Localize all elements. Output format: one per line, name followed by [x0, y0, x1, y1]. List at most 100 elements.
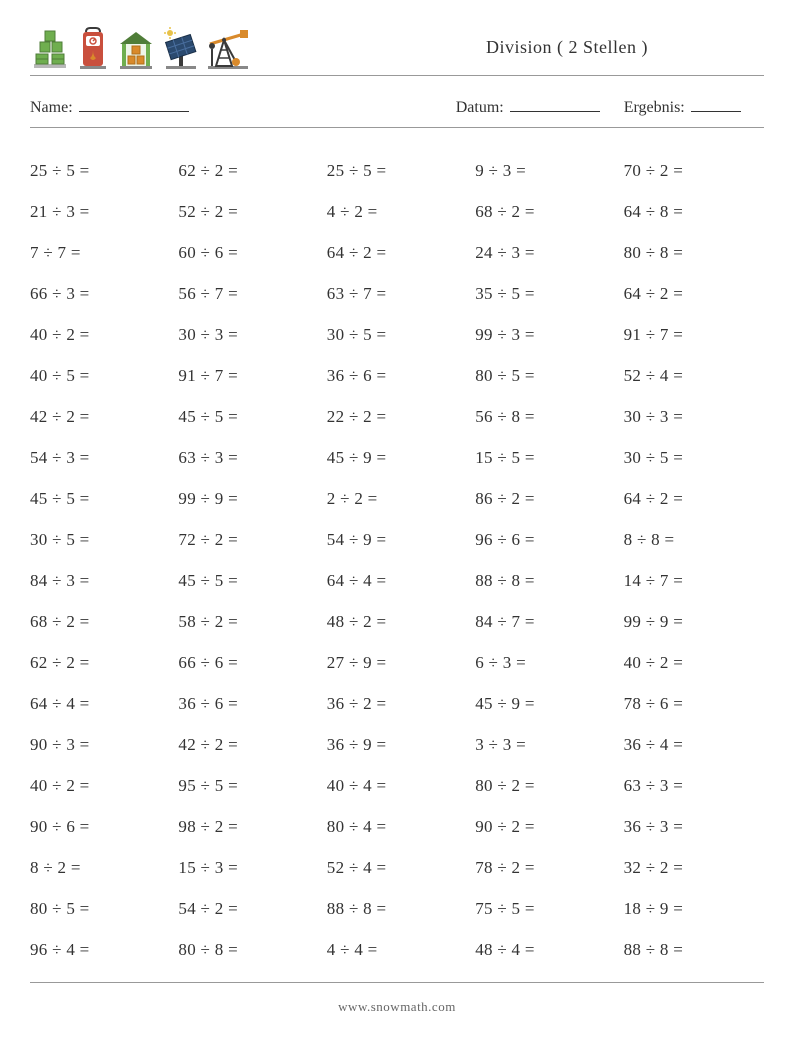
problem-cell: 4 ÷ 4 =	[327, 929, 467, 970]
footer: www.snowmath.com	[30, 983, 764, 1015]
problem-cell: 90 ÷ 6 =	[30, 806, 170, 847]
problem-cell: 21 ÷ 3 =	[30, 191, 170, 232]
problem-cell: 88 ÷ 8 =	[327, 888, 467, 929]
problem-cell: 15 ÷ 5 =	[475, 437, 615, 478]
problem-cell: 54 ÷ 9 =	[327, 519, 467, 560]
problem-cell: 32 ÷ 2 =	[624, 847, 764, 888]
meta-row: Name: Datum: Ergebnis:	[30, 84, 764, 128]
problem-cell: 66 ÷ 6 =	[178, 642, 318, 683]
date-blank[interactable]	[510, 98, 600, 112]
problem-cell: 22 ÷ 2 =	[327, 396, 467, 437]
problem-cell: 90 ÷ 3 =	[30, 724, 170, 765]
problem-cell: 45 ÷ 5 =	[178, 560, 318, 601]
problem-cell: 48 ÷ 4 =	[475, 929, 615, 970]
problem-cell: 54 ÷ 2 =	[178, 888, 318, 929]
problem-cell: 58 ÷ 2 =	[178, 601, 318, 642]
problem-cell: 36 ÷ 9 =	[327, 724, 467, 765]
problem-cell: 2 ÷ 2 =	[327, 478, 467, 519]
problem-cell: 64 ÷ 8 =	[624, 191, 764, 232]
problem-cell: 18 ÷ 9 =	[624, 888, 764, 929]
name-label: Name:	[30, 99, 73, 116]
problem-cell: 63 ÷ 7 =	[327, 273, 467, 314]
problem-cell: 62 ÷ 2 =	[30, 642, 170, 683]
problem-cell: 45 ÷ 9 =	[327, 437, 467, 478]
problem-cell: 68 ÷ 2 =	[30, 601, 170, 642]
result-label: Ergebnis:	[624, 99, 685, 116]
problem-cell: 42 ÷ 2 =	[178, 724, 318, 765]
problem-cell: 6 ÷ 3 =	[475, 642, 615, 683]
problem-cell: 25 ÷ 5 =	[327, 150, 467, 191]
problem-cell: 4 ÷ 2 =	[327, 191, 467, 232]
name-blank[interactable]	[79, 98, 189, 112]
problem-cell: 36 ÷ 6 =	[178, 683, 318, 724]
problem-cell: 84 ÷ 3 =	[30, 560, 170, 601]
header-icons	[30, 26, 250, 70]
problem-cell: 64 ÷ 2 =	[624, 478, 764, 519]
problem-cell: 91 ÷ 7 =	[624, 314, 764, 355]
problem-cell: 45 ÷ 9 =	[475, 683, 615, 724]
problem-cell: 8 ÷ 8 =	[624, 519, 764, 560]
problem-cell: 9 ÷ 3 =	[475, 150, 615, 191]
problem-cell: 88 ÷ 8 =	[475, 560, 615, 601]
problem-cell: 52 ÷ 4 =	[327, 847, 467, 888]
header: Division ( 2 Stellen )	[30, 20, 764, 76]
problem-cell: 70 ÷ 2 =	[624, 150, 764, 191]
problem-cell: 99 ÷ 9 =	[624, 601, 764, 642]
problem-cell: 64 ÷ 2 =	[624, 273, 764, 314]
problem-cell: 30 ÷ 5 =	[30, 519, 170, 560]
problem-cell: 45 ÷ 5 =	[30, 478, 170, 519]
problem-cell: 25 ÷ 5 =	[30, 150, 170, 191]
problem-cell: 56 ÷ 8 =	[475, 396, 615, 437]
problem-cell: 40 ÷ 2 =	[624, 642, 764, 683]
problem-cell: 36 ÷ 2 =	[327, 683, 467, 724]
problem-cell: 64 ÷ 4 =	[30, 683, 170, 724]
problem-cell: 24 ÷ 3 =	[475, 232, 615, 273]
problem-cell: 80 ÷ 2 =	[475, 765, 615, 806]
problem-cell: 54 ÷ 3 =	[30, 437, 170, 478]
problem-cell: 40 ÷ 5 =	[30, 355, 170, 396]
problem-cell: 96 ÷ 6 =	[475, 519, 615, 560]
problem-cell: 66 ÷ 3 =	[30, 273, 170, 314]
solar-panel-icon	[162, 26, 200, 70]
page-title: Division ( 2 Stellen )	[250, 37, 764, 58]
problem-cell: 56 ÷ 7 =	[178, 273, 318, 314]
problem-cell: 60 ÷ 6 =	[178, 232, 318, 273]
problem-cell: 8 ÷ 2 =	[30, 847, 170, 888]
problem-cell: 48 ÷ 2 =	[327, 601, 467, 642]
problem-cell: 7 ÷ 7 =	[30, 232, 170, 273]
problem-cell: 78 ÷ 6 =	[624, 683, 764, 724]
problem-cell: 30 ÷ 5 =	[327, 314, 467, 355]
date-label: Datum:	[456, 99, 504, 116]
problem-cell: 63 ÷ 3 =	[178, 437, 318, 478]
problem-cell: 80 ÷ 8 =	[178, 929, 318, 970]
problem-cell: 40 ÷ 2 =	[30, 765, 170, 806]
problem-cell: 30 ÷ 3 =	[178, 314, 318, 355]
problem-cell: 78 ÷ 2 =	[475, 847, 615, 888]
problem-cell: 45 ÷ 5 =	[178, 396, 318, 437]
problem-cell: 36 ÷ 6 =	[327, 355, 467, 396]
problem-cell: 36 ÷ 3 =	[624, 806, 764, 847]
problem-cell: 84 ÷ 7 =	[475, 601, 615, 642]
result-blank[interactable]	[691, 98, 741, 112]
problem-cell: 62 ÷ 2 =	[178, 150, 318, 191]
problem-cell: 80 ÷ 8 =	[624, 232, 764, 273]
problem-cell: 91 ÷ 7 =	[178, 355, 318, 396]
problem-cell: 52 ÷ 2 =	[178, 191, 318, 232]
problem-cell: 30 ÷ 5 =	[624, 437, 764, 478]
problem-cell: 80 ÷ 5 =	[30, 888, 170, 929]
problem-cell: 80 ÷ 5 =	[475, 355, 615, 396]
problem-cell: 72 ÷ 2 =	[178, 519, 318, 560]
problem-cell: 88 ÷ 8 =	[624, 929, 764, 970]
problem-cell: 99 ÷ 3 =	[475, 314, 615, 355]
problem-cell: 99 ÷ 9 =	[178, 478, 318, 519]
problem-cell: 30 ÷ 3 =	[624, 396, 764, 437]
problem-cell: 86 ÷ 2 =	[475, 478, 615, 519]
fuel-pump-icon	[76, 26, 110, 70]
problem-cell: 36 ÷ 4 =	[624, 724, 764, 765]
warehouse-icon	[116, 26, 156, 70]
problem-cell: 80 ÷ 4 =	[327, 806, 467, 847]
problem-cell: 27 ÷ 9 =	[327, 642, 467, 683]
pumpjack-icon	[206, 26, 250, 70]
problems-grid: 25 ÷ 5 =62 ÷ 2 =25 ÷ 5 =9 ÷ 3 =70 ÷ 2 =2…	[30, 144, 764, 983]
problem-cell: 3 ÷ 3 =	[475, 724, 615, 765]
